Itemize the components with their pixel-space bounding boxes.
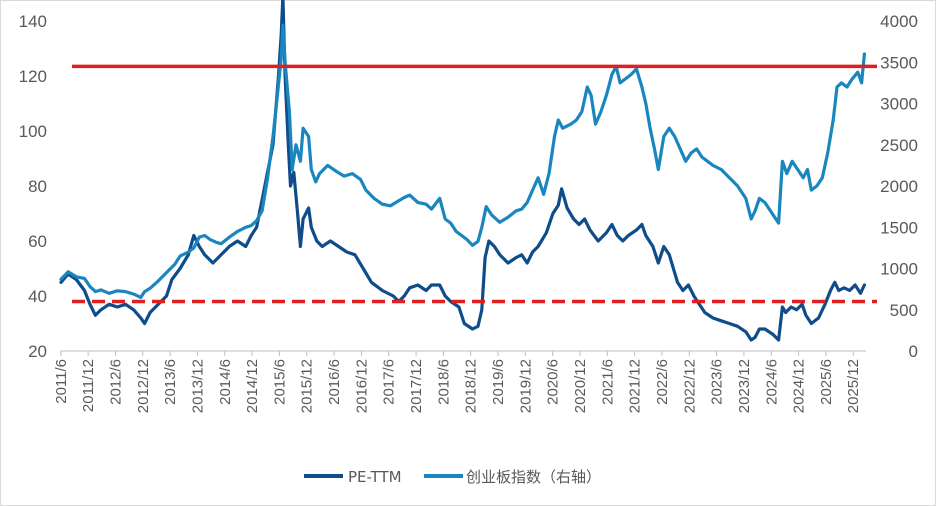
x-tick-label: 2023/6 (709, 359, 726, 405)
x-tick-label: 2020/12 (572, 359, 589, 413)
right-tick-label: 2000 (880, 177, 918, 196)
x-tick-label: 2015/6 (271, 359, 288, 405)
legend-label-pe-ttm: PE-TTM (348, 468, 402, 486)
series-line-pe-ttm (59, 0, 866, 342)
right-tick-label: 500 (890, 301, 918, 320)
legend-label-chinext-index: 创业板指数（右轴） (466, 468, 601, 486)
x-tick-label: 2014/6 (217, 359, 234, 405)
x-tick-label: 2022/12 (681, 359, 698, 413)
x-tick-label: 2018/12 (463, 359, 480, 413)
left-tick-label: 60 (28, 232, 47, 251)
x-tick-label: 2013/6 (162, 359, 179, 405)
x-tick-label: 2024/6 (763, 359, 780, 405)
x-tick-label: 2025/12 (845, 359, 862, 413)
right-y-axis: 0 500 1000 1500 2000 2500 3000 3500 4000 (880, 12, 918, 361)
series-line-chinext-index (59, 23, 866, 299)
right-tick-label: 1000 (880, 260, 918, 279)
left-tick-label: 20 (28, 342, 47, 361)
x-tick-label: 2023/12 (736, 359, 753, 413)
x-tick-label: 2012/12 (135, 359, 152, 413)
x-tick-label: 2017/12 (408, 359, 425, 413)
right-tick-label: 3500 (880, 53, 918, 72)
right-tick-label: 0 (909, 342, 918, 361)
left-tick-label: 80 (28, 177, 47, 196)
x-tick-label: 2011/12 (80, 359, 97, 412)
x-tick-label: 2017/6 (381, 359, 398, 405)
right-tick-label: 1500 (880, 218, 918, 237)
x-tick-label: 2018/6 (435, 359, 452, 405)
x-tick-label: 2021/6 (599, 359, 616, 405)
right-tick-label: 2500 (880, 136, 918, 155)
right-tick-label: 4000 (880, 12, 918, 31)
left-tick-label: 40 (28, 287, 47, 306)
x-tick-label: 2016/6 (326, 359, 343, 405)
x-tick-label: 2024/12 (791, 359, 808, 413)
left-tick-label: 100 (19, 122, 47, 141)
x-tick-label: 2011/6 (53, 359, 70, 404)
x-tick-label: 2020/6 (545, 359, 562, 405)
x-axis: 2011/6 2011/12 2012/6 2012/12 2013/6 2013/12 2… (53, 350, 866, 413)
x-tick-label: 2013/12 (189, 359, 206, 413)
x-tick-label: 2015/12 (299, 359, 316, 413)
x-tick-label: 2021/12 (627, 359, 644, 413)
x-tick-label: 2012/6 (107, 359, 124, 405)
x-tick-label: 2019/6 (490, 359, 507, 405)
left-y-axis: 20 40 60 80 100 120 140 (19, 12, 47, 361)
plot-area (59, 0, 877, 342)
legend: PE-TTM 创业板指数（右轴） (304, 468, 601, 486)
x-tick-label: 2014/12 (244, 359, 261, 413)
left-tick-label: 120 (19, 67, 47, 86)
x-tick-label: 2016/12 (353, 359, 370, 413)
right-tick-label: 3000 (880, 95, 918, 114)
x-tick-label: 2019/12 (517, 359, 534, 413)
x-tick-label: 2025/6 (818, 359, 835, 405)
left-tick-label: 140 (19, 12, 47, 31)
x-tick-label: 2022/6 (654, 359, 671, 405)
